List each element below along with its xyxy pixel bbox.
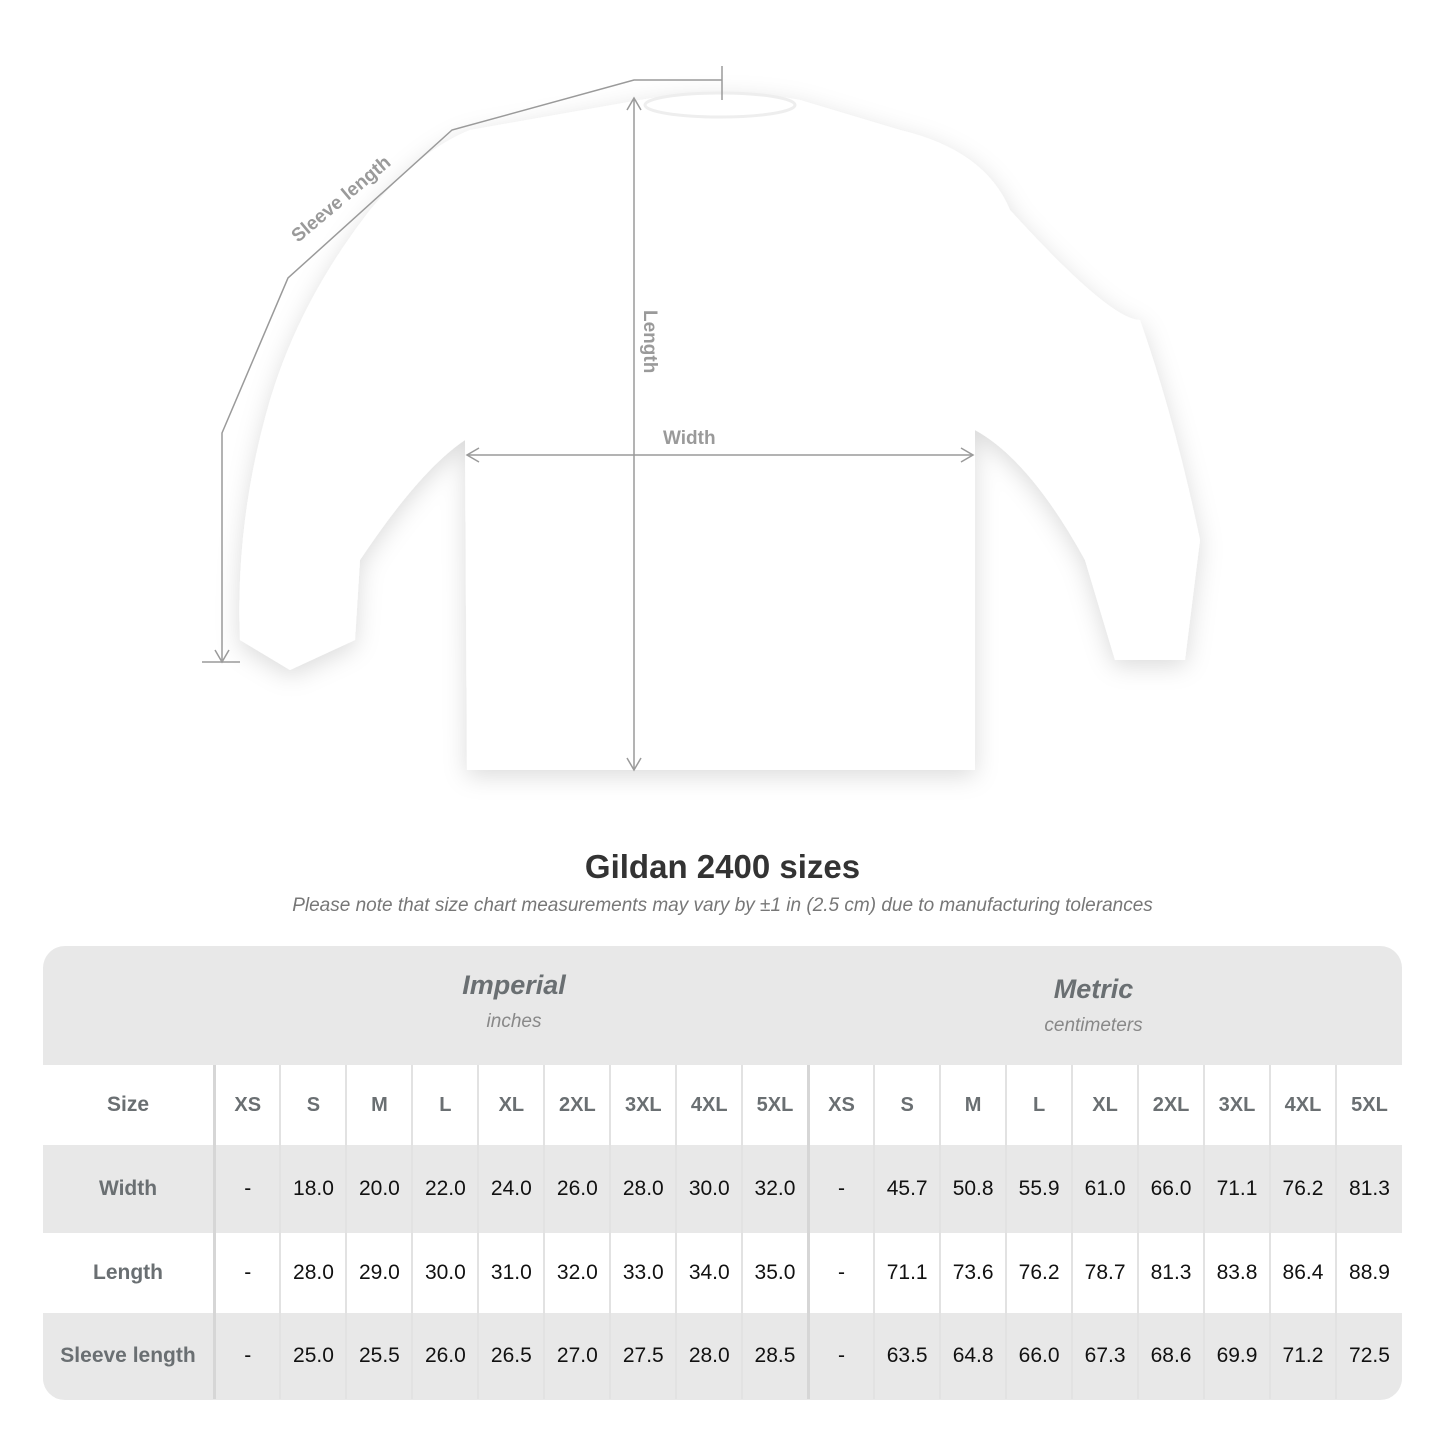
sleeve-length-line [221, 79, 722, 660]
metric-cell: - [806, 1313, 875, 1399]
metric-cell: 88.9 [1334, 1233, 1402, 1313]
metric-unit: centimeters [1044, 1015, 1143, 1036]
metric-size-2xl: 2XL [1137, 1065, 1205, 1145]
metric-cell: 78.7 [1071, 1233, 1139, 1313]
imperial-cell: 32.0 [543, 1233, 611, 1313]
imperial-size-3xl: 3XL [609, 1065, 677, 1145]
metric-size-5xl: 5XL [1334, 1065, 1402, 1145]
imperial-cell: 25.0 [279, 1313, 347, 1399]
table-row: Width -18.0 20.0 22.0 24.0 26.0 28.0 30.0 32.0-4… [43, 1145, 1402, 1233]
row-label: Length [43, 1233, 216, 1313]
metric-cell: 72.5 [1334, 1313, 1402, 1399]
metric-size-xs: XS [806, 1065, 875, 1145]
metric-cell: 66.0 [1005, 1313, 1073, 1399]
metric-cell: 66.0 [1137, 1145, 1205, 1233]
metric-cell: 69.9 [1203, 1313, 1270, 1399]
table-row: Length -28.0 29.0 30.0 31.0 32.0 33.0 34.0 35.0-… [43, 1233, 1402, 1313]
metric-cell: 50.8 [939, 1145, 1007, 1233]
metric-cell: 45.7 [873, 1145, 941, 1233]
width-label: Width [663, 428, 716, 449]
imperial-cell: 26.0 [411, 1313, 479, 1399]
row-label: Width [43, 1145, 216, 1233]
imperial-cell: 32.0 [741, 1145, 809, 1233]
imperial-size-s: S [279, 1065, 347, 1145]
imperial-size-xs: XS [213, 1065, 281, 1145]
imperial-cell: 26.0 [543, 1145, 611, 1233]
imperial-cell: 35.0 [741, 1233, 809, 1313]
metric-header: Metric centimeters [811, 974, 1376, 1091]
size-table: Imperial inches Metric centimeters Size X… [43, 946, 1402, 1400]
imperial-cell: 33.0 [609, 1233, 677, 1313]
shirt-illustration [239, 92, 1200, 770]
metric-cell: 68.6 [1137, 1313, 1205, 1399]
metric-cell: 61.0 [1071, 1145, 1139, 1233]
imperial-cell: 28.5 [741, 1313, 809, 1399]
imperial-cell: 20.0 [345, 1145, 413, 1233]
metric-cell: - [806, 1145, 875, 1233]
imperial-cell: 18.0 [279, 1145, 347, 1233]
metric-size-4xl: 4XL [1269, 1065, 1336, 1145]
imperial-title: Imperial [462, 970, 566, 1000]
imperial-cell: 26.5 [477, 1313, 545, 1399]
imperial-cell: 27.5 [609, 1313, 677, 1399]
row-label: Sleeve length [43, 1313, 216, 1399]
metric-cell: - [806, 1233, 875, 1313]
metric-cell: 63.5 [873, 1313, 941, 1399]
imperial-cell: - [213, 1313, 281, 1399]
metric-cell: 83.8 [1203, 1233, 1270, 1313]
imperial-cell: 28.0 [279, 1233, 347, 1313]
metric-cell: 64.8 [939, 1313, 1007, 1399]
metric-cell: 71.2 [1269, 1313, 1336, 1399]
page-title: Gildan 2400 sizes [584, 848, 861, 885]
metric-size-s: S [873, 1065, 941, 1145]
imperial-cell: 24.0 [477, 1145, 545, 1233]
imperial-cell: 34.0 [675, 1233, 743, 1313]
imperial-cell: 29.0 [345, 1233, 413, 1313]
metric-cell: 71.1 [1203, 1145, 1270, 1233]
imperial-cell: 27.0 [543, 1313, 611, 1399]
metric-cell: 86.4 [1269, 1233, 1336, 1313]
imperial-cell: 30.0 [411, 1233, 479, 1313]
metric-cell: 67.3 [1071, 1313, 1139, 1399]
metric-title: Metric [1053, 974, 1134, 1004]
metric-cell: 71.1 [873, 1233, 941, 1313]
metric-size-l: L [1005, 1065, 1073, 1145]
imperial-size-2xl: 2XL [543, 1065, 611, 1145]
metric-cell: 81.3 [1334, 1145, 1402, 1233]
imperial-cell: 22.0 [411, 1145, 479, 1233]
imperial-cell: 25.5 [345, 1313, 413, 1399]
metric-cell: 55.9 [1005, 1145, 1073, 1233]
imperial-cell: 30.0 [675, 1145, 743, 1233]
metric-cell: 81.3 [1137, 1233, 1205, 1313]
imperial-header: Imperial inches [217, 970, 811, 1087]
metric-size-m: M [939, 1065, 1007, 1145]
size-header-row: Size XS S M L XL 2XL 3XL 4XL 5XL XS S M L XL 2XL 3XL 4XL 5… [43, 1065, 1402, 1145]
imperial-cell: 31.0 [477, 1233, 545, 1313]
table-row: Sleeve length -25.0 25.5 26.0 26.5 27.0 27.5 28… [43, 1313, 1402, 1399]
metric-cell: 76.2 [1005, 1233, 1073, 1313]
metric-size-3xl: 3XL [1203, 1065, 1270, 1145]
imperial-cell: - [213, 1145, 281, 1233]
metric-cell: 76.2 [1269, 1145, 1336, 1233]
tolerance-note: Please note that size chart measurements… [292, 895, 1153, 916]
shirt-diagram: Sleeve length Length Width [202, 66, 1200, 772]
imperial-size-4xl: 4XL [675, 1065, 743, 1145]
measurement-lines [202, 66, 975, 772]
imperial-cell: 28.0 [675, 1313, 743, 1399]
imperial-size-5xl: 5XL [741, 1065, 809, 1145]
imperial-size-xl: XL [477, 1065, 545, 1145]
metric-cell: 73.6 [939, 1233, 1007, 1313]
imperial-unit: inches [486, 1011, 542, 1032]
imperial-size-l: L [411, 1065, 479, 1145]
imperial-cell: - [213, 1233, 281, 1313]
imperial-cell: 28.0 [609, 1145, 677, 1233]
size-label: Size [43, 1065, 216, 1145]
size-grid: Size XS S M L XL 2XL 3XL 4XL 5XL XS S M L XL 2XL 3XL 4XL 5… [43, 1065, 1402, 1399]
metric-size-xl: XL [1071, 1065, 1139, 1145]
length-label: Length [639, 310, 660, 373]
imperial-size-m: M [345, 1065, 413, 1145]
